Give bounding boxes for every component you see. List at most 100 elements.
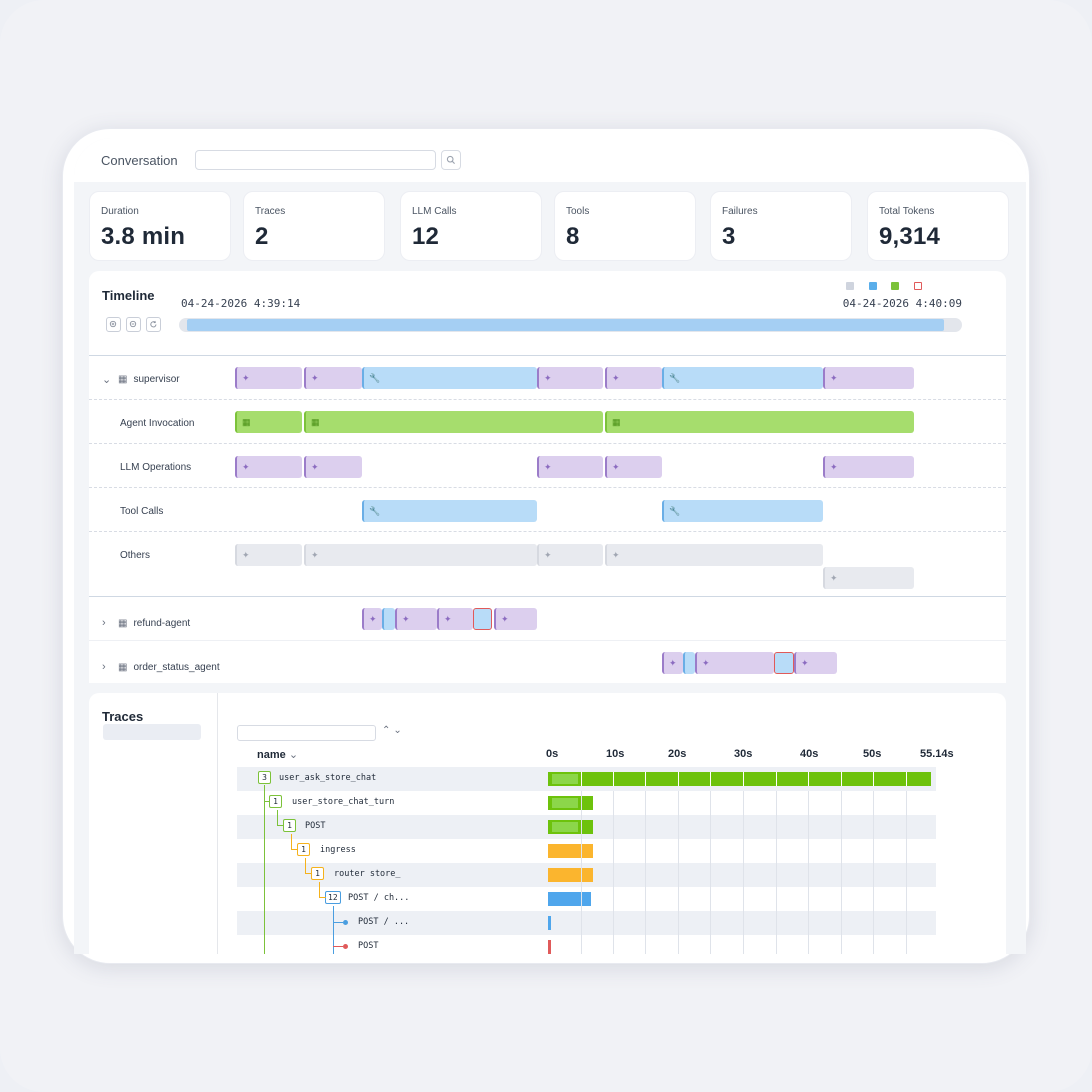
llm-span-bar[interactable]: ✦ [605, 367, 662, 389]
timeline-range-slider[interactable] [179, 318, 962, 332]
row-label-text: Tool Calls [120, 505, 164, 517]
zoom-in-button[interactable] [106, 317, 121, 332]
agent-icon: ▦ [118, 661, 128, 673]
table-row[interactable]: 1 router store_ [237, 863, 936, 887]
reset-zoom-button[interactable] [146, 317, 161, 332]
trace-search-input[interactable] [237, 725, 376, 741]
agent-icon: ▦ [242, 417, 251, 427]
zoom-out-button[interactable] [126, 317, 141, 332]
span-duration-bar[interactable] [548, 844, 593, 858]
failed-tool-span-bar[interactable] [473, 608, 492, 630]
llm-span-bar[interactable]: ✦ [235, 367, 302, 389]
order-status-agent-row-label[interactable]: › ▦ order_status_agent [102, 657, 220, 677]
gridline [808, 815, 809, 839]
gridline [678, 863, 679, 887]
table-row[interactable]: 1 POST [237, 815, 936, 839]
gridline [776, 863, 777, 887]
gridline [710, 839, 711, 863]
agent-icon: ▦ [612, 417, 621, 427]
span-duration-bar[interactable] [548, 772, 931, 786]
span-duration-bar[interactable] [548, 868, 593, 882]
llm-span-bar[interactable]: ✦ [235, 456, 302, 478]
table-row[interactable]: 12 POST / ch... [237, 887, 936, 911]
tool-span-bar[interactable]: 🔧 [362, 367, 537, 389]
llm-span-bar[interactable]: ✦ [304, 367, 362, 389]
llm-span-bar[interactable]: ✦ [437, 608, 473, 630]
chevron-right-icon[interactable]: › [102, 617, 106, 629]
tool-span-bar[interactable]: 🔧 [662, 367, 823, 389]
table-row[interactable]: POST / ... [237, 911, 936, 935]
other-span-bar[interactable]: ✦ [304, 544, 537, 566]
divider [89, 640, 1006, 641]
tool-span-bar[interactable] [382, 608, 395, 630]
search-button[interactable] [441, 150, 461, 170]
llm-span-bar[interactable]: ✦ [494, 608, 537, 630]
sort-chevron-icon[interactable]: ⌄ [288, 749, 299, 761]
tool-span-bar[interactable] [683, 652, 695, 674]
legend-failure-swatch [914, 282, 922, 290]
other-span-bar[interactable]: ✦ [823, 567, 914, 589]
conversation-search-input[interactable] [195, 150, 436, 170]
gridline [743, 887, 744, 911]
trace-list-item[interactable] [103, 724, 201, 740]
span-duration-bar[interactable] [548, 940, 551, 954]
child-count-badge[interactable]: 3 [258, 771, 271, 784]
llm-span-bar[interactable]: ✦ [537, 456, 603, 478]
gridline [873, 791, 874, 815]
table-row[interactable]: POST [237, 935, 936, 954]
timeline-title: Timeline [102, 288, 155, 303]
prev-next-arrows[interactable]: ⌃⌄ [382, 725, 405, 736]
stat-label: Traces [255, 206, 286, 217]
llm-span-bar[interactable]: ✦ [605, 456, 662, 478]
timeline-range-selection[interactable] [187, 319, 944, 331]
table-row[interactable]: 1 ingress [237, 839, 936, 863]
stat-tools: Tools 8 [554, 191, 696, 261]
gridline [645, 791, 646, 815]
gridline [808, 887, 809, 911]
other-span-bar[interactable]: ✦ [235, 544, 302, 566]
other-span-bar[interactable]: ✦ [605, 544, 823, 566]
supervisor-row-label[interactable]: ⌄ ▦ supervisor [102, 369, 180, 389]
tool-span-bar[interactable]: 🔧 [662, 500, 823, 522]
search-icon [446, 155, 455, 164]
child-count-badge[interactable]: 1 [297, 843, 310, 856]
span-duration-bar[interactable] [548, 820, 593, 834]
llm-span-bar[interactable]: ✦ [794, 652, 837, 674]
gridline [581, 935, 582, 954]
child-count-badge[interactable]: 1 [269, 795, 282, 808]
chevron-down-icon[interactable]: ⌄ [102, 373, 112, 386]
agent-span-bar[interactable]: ▦ [605, 411, 914, 433]
other-span-bar[interactable]: ✦ [537, 544, 603, 566]
llm-span-bar[interactable]: ✦ [823, 456, 914, 478]
sparkle-icon: ✦ [311, 373, 319, 383]
llm-span-bar[interactable]: ✦ [362, 608, 382, 630]
time-tick: 55.14s [920, 748, 954, 760]
child-count-badge[interactable]: 1 [283, 819, 296, 832]
self-time-segment [552, 822, 578, 832]
agent-span-bar[interactable]: ▦ [304, 411, 603, 433]
table-row[interactable]: 1 user_store_chat_turn [237, 791, 936, 815]
table-row[interactable]: 3 user_ask_store_chat [237, 767, 936, 791]
llm-span-bar[interactable]: ✦ [662, 652, 683, 674]
child-count-badge[interactable]: 12 [325, 891, 341, 904]
span-duration-bar[interactable] [548, 916, 551, 930]
traces-panel: Traces ⌃⌄ name ⌄ 0s 10s 20s 30s 40s 50s … [89, 693, 1006, 954]
chevron-right-icon[interactable]: › [102, 661, 106, 673]
stat-value: 3 [722, 223, 736, 250]
llm-span-bar[interactable]: ✦ [695, 652, 774, 674]
llm-span-bar[interactable]: ✦ [537, 367, 603, 389]
llm-span-bar[interactable]: ✦ [304, 456, 362, 478]
child-count-badge[interactable]: 1 [311, 867, 324, 880]
tool-span-bar[interactable]: 🔧 [362, 500, 537, 522]
span-duration-bar[interactable] [548, 796, 593, 810]
failed-tool-span-bar[interactable] [774, 652, 794, 674]
llm-span-bar[interactable]: ✦ [395, 608, 437, 630]
llm-span-bar[interactable]: ✦ [823, 367, 914, 389]
gridline [613, 911, 614, 935]
agent-span-bar[interactable]: ▦ [235, 411, 302, 433]
stat-label: Total Tokens [879, 206, 935, 217]
refund-agent-row-label[interactable]: › ▦ refund-agent [102, 613, 190, 633]
sparkle-icon: ✦ [369, 614, 377, 624]
span-duration-bar[interactable] [548, 892, 591, 906]
name-column-header[interactable]: name ⌄ [257, 748, 298, 761]
